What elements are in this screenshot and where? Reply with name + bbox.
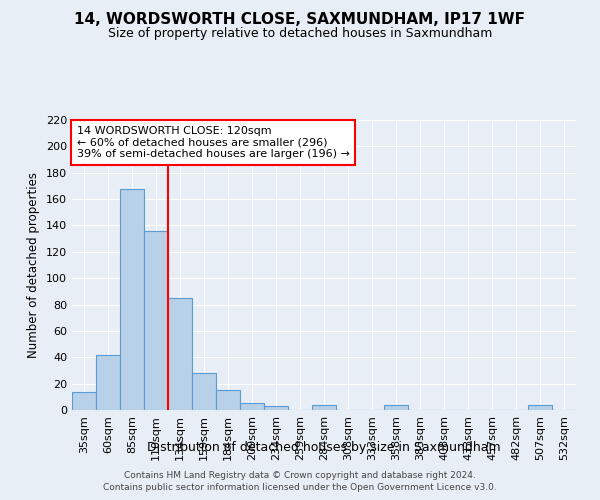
Text: Contains HM Land Registry data © Crown copyright and database right 2024.: Contains HM Land Registry data © Crown c… xyxy=(124,472,476,480)
Bar xyxy=(240,404,264,410)
Y-axis label: Number of detached properties: Number of detached properties xyxy=(28,172,40,358)
Bar xyxy=(528,404,552,410)
Bar xyxy=(72,392,96,410)
Bar xyxy=(96,354,120,410)
Bar xyxy=(144,230,168,410)
Bar xyxy=(120,188,144,410)
Bar xyxy=(168,298,192,410)
Text: Distribution of detached houses by size in Saxmundham: Distribution of detached houses by size … xyxy=(147,441,501,454)
Bar xyxy=(192,373,216,410)
Bar xyxy=(384,404,408,410)
Text: 14, WORDSWORTH CLOSE, SAXMUNDHAM, IP17 1WF: 14, WORDSWORTH CLOSE, SAXMUNDHAM, IP17 1… xyxy=(74,12,526,28)
Text: Contains public sector information licensed under the Open Government Licence v3: Contains public sector information licen… xyxy=(103,483,497,492)
Bar xyxy=(216,390,240,410)
Text: 14 WORDSWORTH CLOSE: 120sqm
← 60% of detached houses are smaller (296)
39% of se: 14 WORDSWORTH CLOSE: 120sqm ← 60% of det… xyxy=(77,126,350,159)
Text: Size of property relative to detached houses in Saxmundham: Size of property relative to detached ho… xyxy=(108,28,492,40)
Bar xyxy=(264,406,288,410)
Bar xyxy=(312,404,336,410)
